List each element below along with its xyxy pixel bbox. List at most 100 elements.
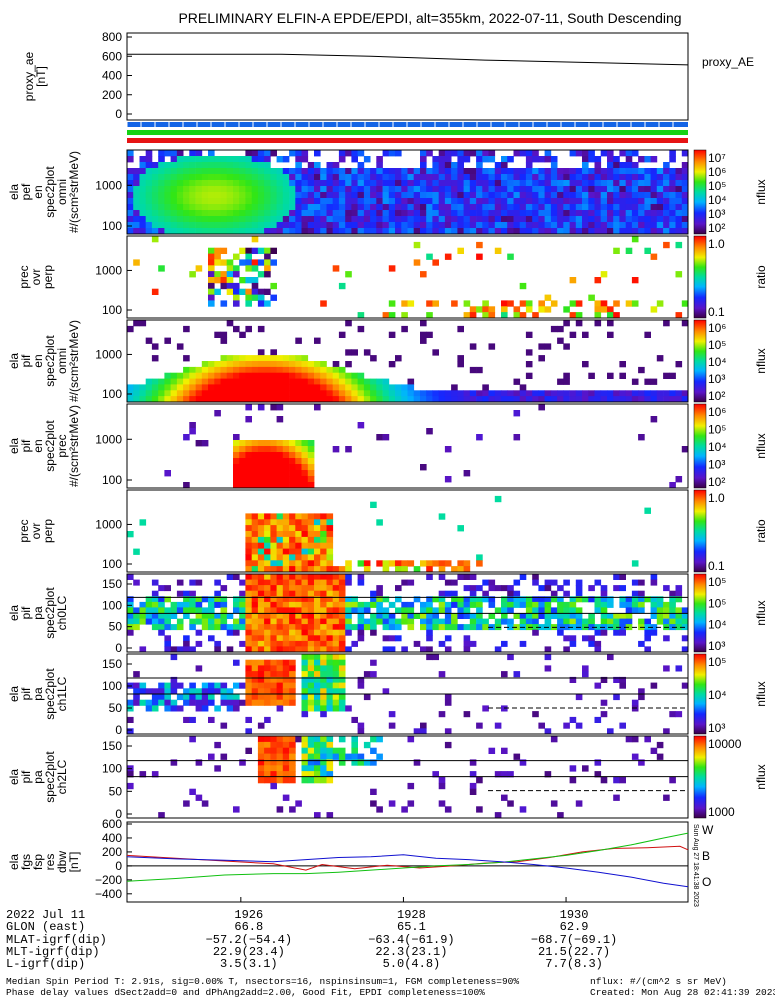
heatmap-cell	[482, 590, 489, 597]
heatmap-cell	[613, 585, 620, 592]
heatmap-cell	[663, 320, 670, 327]
heatmap-cell	[582, 618, 589, 625]
heatmap-cell	[444, 228, 452, 235]
heatmap-cell	[332, 180, 340, 187]
heatmap-cell	[270, 482, 277, 489]
heatmap-cell	[164, 162, 171, 169]
heatmap-cell	[569, 180, 577, 187]
heatmap-cell	[320, 536, 327, 544]
heatmap-cell	[307, 548, 315, 555]
heatmap-cell	[338, 574, 346, 580]
heatmap-cell	[600, 168, 608, 175]
heatmap-cell	[189, 422, 196, 429]
heatmap-cell	[488, 156, 496, 163]
heatmap-cell	[407, 378, 415, 385]
heatmap-cell	[525, 228, 533, 235]
heatmap-cell	[270, 228, 277, 235]
heatmap-cell	[532, 312, 539, 319]
heatmap-cell	[351, 174, 358, 181]
heatmap-cell	[395, 180, 402, 187]
heatmap-cell	[631, 607, 639, 614]
heatmap-cell	[214, 613, 221, 619]
heatmap-cell	[482, 312, 489, 319]
heatmap-cell	[525, 349, 533, 356]
heatmap-cell	[270, 186, 277, 193]
heatmap-cell	[338, 629, 346, 636]
heatmap-cell	[245, 247, 252, 254]
heatmap-cell	[463, 470, 471, 477]
heatmap-cell	[426, 300, 433, 307]
heatmap-cell	[276, 531, 284, 538]
heatmap-cell	[382, 378, 390, 385]
heatmap-cell	[525, 210, 533, 217]
heatmap-cell	[326, 548, 334, 555]
heatmap-cell	[264, 174, 271, 181]
heatmap-cell	[345, 204, 352, 211]
heatmap-cell	[395, 618, 402, 625]
fgs-series-line	[126, 845, 689, 871]
ela-pif-pa-spec2plot-ch0LC-ytick-label: 150	[102, 577, 122, 591]
heatmap-cell	[357, 168, 365, 175]
heatmap-cell	[563, 320, 570, 327]
heatmap-cell	[357, 210, 365, 217]
heatmap-cell	[432, 259, 439, 266]
heatmap-cell	[245, 482, 252, 489]
heatmap-cell	[600, 216, 608, 223]
heatmap-cell	[376, 519, 383, 526]
heatmap-cell	[525, 216, 533, 223]
heatmap-cell	[432, 192, 439, 199]
heatmap-cell	[170, 601, 178, 608]
heatmap-cell	[351, 222, 358, 229]
heatmap-cell	[513, 396, 521, 403]
heatmap-cell	[594, 682, 602, 689]
heatmap-cell	[320, 579, 327, 586]
heatmap-cell	[407, 782, 415, 790]
heatmap-cell	[264, 548, 271, 555]
heatmap-cell	[345, 168, 352, 175]
heatmap-cell	[176, 646, 184, 653]
heatmap-cell	[494, 174, 502, 181]
heatmap-cell	[270, 513, 277, 520]
heatmap-cell	[457, 607, 464, 614]
heatmap-cell	[482, 618, 489, 625]
heatmap-cell	[226, 204, 234, 211]
heatmap-cell	[320, 624, 327, 631]
heatmap-cell	[276, 476, 284, 483]
heatmap-cell	[557, 180, 564, 187]
heatmap-cell	[289, 216, 296, 223]
heatmap-cell	[525, 331, 533, 338]
heatmap-cell	[257, 699, 265, 706]
heatmap-cell	[170, 372, 178, 379]
heatmap-cell	[301, 156, 309, 163]
heatmap-cell	[656, 198, 664, 205]
xaxis-row-label: MLT-igrf(dip)	[6, 945, 100, 959]
heatmap-cell	[264, 771, 271, 778]
heatmap-cell	[270, 531, 277, 538]
heatmap-cell	[326, 186, 334, 193]
heatmap-cell	[376, 174, 383, 181]
heatmap-cell	[432, 624, 439, 631]
heatmap-cell	[588, 624, 595, 631]
heatmap-cell	[127, 186, 134, 193]
heatmap-cell	[264, 355, 271, 362]
heatmap-cell	[326, 174, 334, 181]
heatmap-cell	[276, 525, 284, 532]
heatmap-cell	[544, 216, 552, 223]
heatmap-cell	[289, 452, 296, 459]
heatmap-cell	[145, 613, 153, 619]
heatmap-cell	[282, 204, 290, 211]
heatmap-cell	[370, 198, 377, 205]
heatmap-cell	[226, 180, 234, 187]
heatmap-cell	[245, 554, 252, 561]
heatmap-cell	[214, 247, 221, 254]
heatmap-cell	[264, 216, 271, 223]
heatmap-cell	[382, 434, 390, 441]
heatmap-cell	[314, 228, 321, 235]
heatmap-cell	[438, 574, 446, 580]
heatmap-cell	[420, 722, 427, 729]
heatmap-cell	[382, 646, 390, 653]
heatmap-cell	[345, 753, 352, 760]
heatmap-cell	[307, 705, 315, 712]
heatmap-cell	[151, 204, 159, 211]
heatmap-cell	[201, 186, 209, 193]
